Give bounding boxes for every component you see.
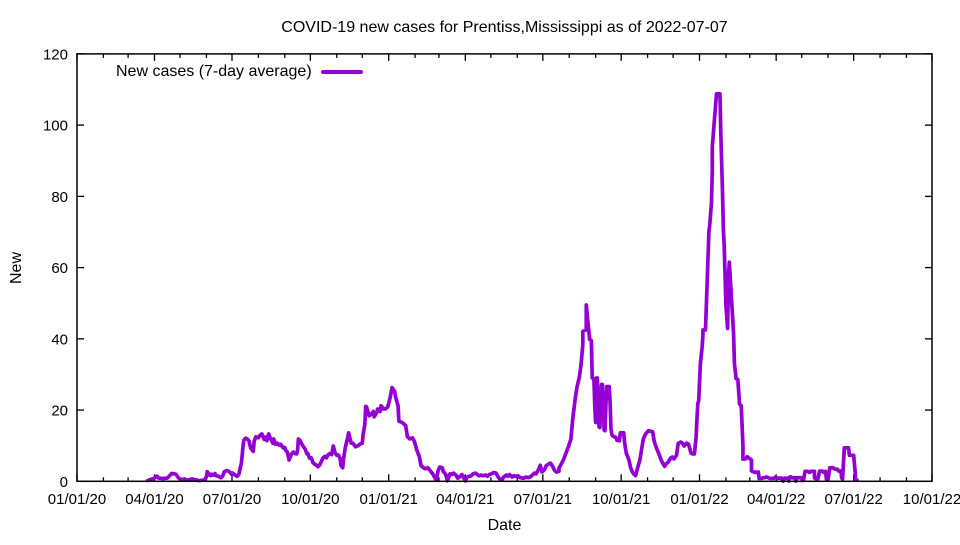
y-tick-label: 120 — [43, 46, 68, 63]
chart-title: COVID-19 new cases for Prentiss,Mississi… — [281, 18, 728, 36]
x-tick-label: 04/01/22 — [747, 491, 805, 508]
data-series-line — [145, 91, 859, 483]
legend-label: New cases (7-day average) — [116, 63, 312, 80]
x-tick-label: 07/01/21 — [514, 491, 572, 508]
x-tick-label: 10/01/20 — [281, 491, 339, 508]
plot-border — [76, 53, 933, 483]
legend: New cases (7-day average) — [116, 63, 363, 81]
x-tick-label: 10/01/22 — [903, 491, 960, 508]
x-tick-label: 01/01/20 — [48, 491, 106, 508]
x-axis-label: Date — [487, 516, 522, 534]
y-axis-label: New — [8, 251, 25, 284]
y-tick-label: 0 — [60, 474, 68, 491]
y-tick-label: 20 — [51, 403, 68, 420]
y-tick-label: 60 — [51, 260, 68, 277]
x-tick-label: 04/01/20 — [125, 491, 183, 508]
x-tick-label: 04/01/21 — [436, 491, 494, 508]
x-tick-label: 01/01/21 — [359, 491, 417, 508]
legend-line-sample — [320, 69, 363, 75]
x-tick-label: 01/01/22 — [670, 491, 728, 508]
y-tick-label: 80 — [51, 189, 68, 206]
y-tick-label: 40 — [51, 331, 68, 348]
y-tick-label: 100 — [43, 118, 68, 135]
x-tick-label: 10/01/21 — [592, 491, 650, 508]
x-tick-label: 07/01/22 — [824, 491, 882, 508]
x-tick-label: 07/01/20 — [203, 491, 261, 508]
